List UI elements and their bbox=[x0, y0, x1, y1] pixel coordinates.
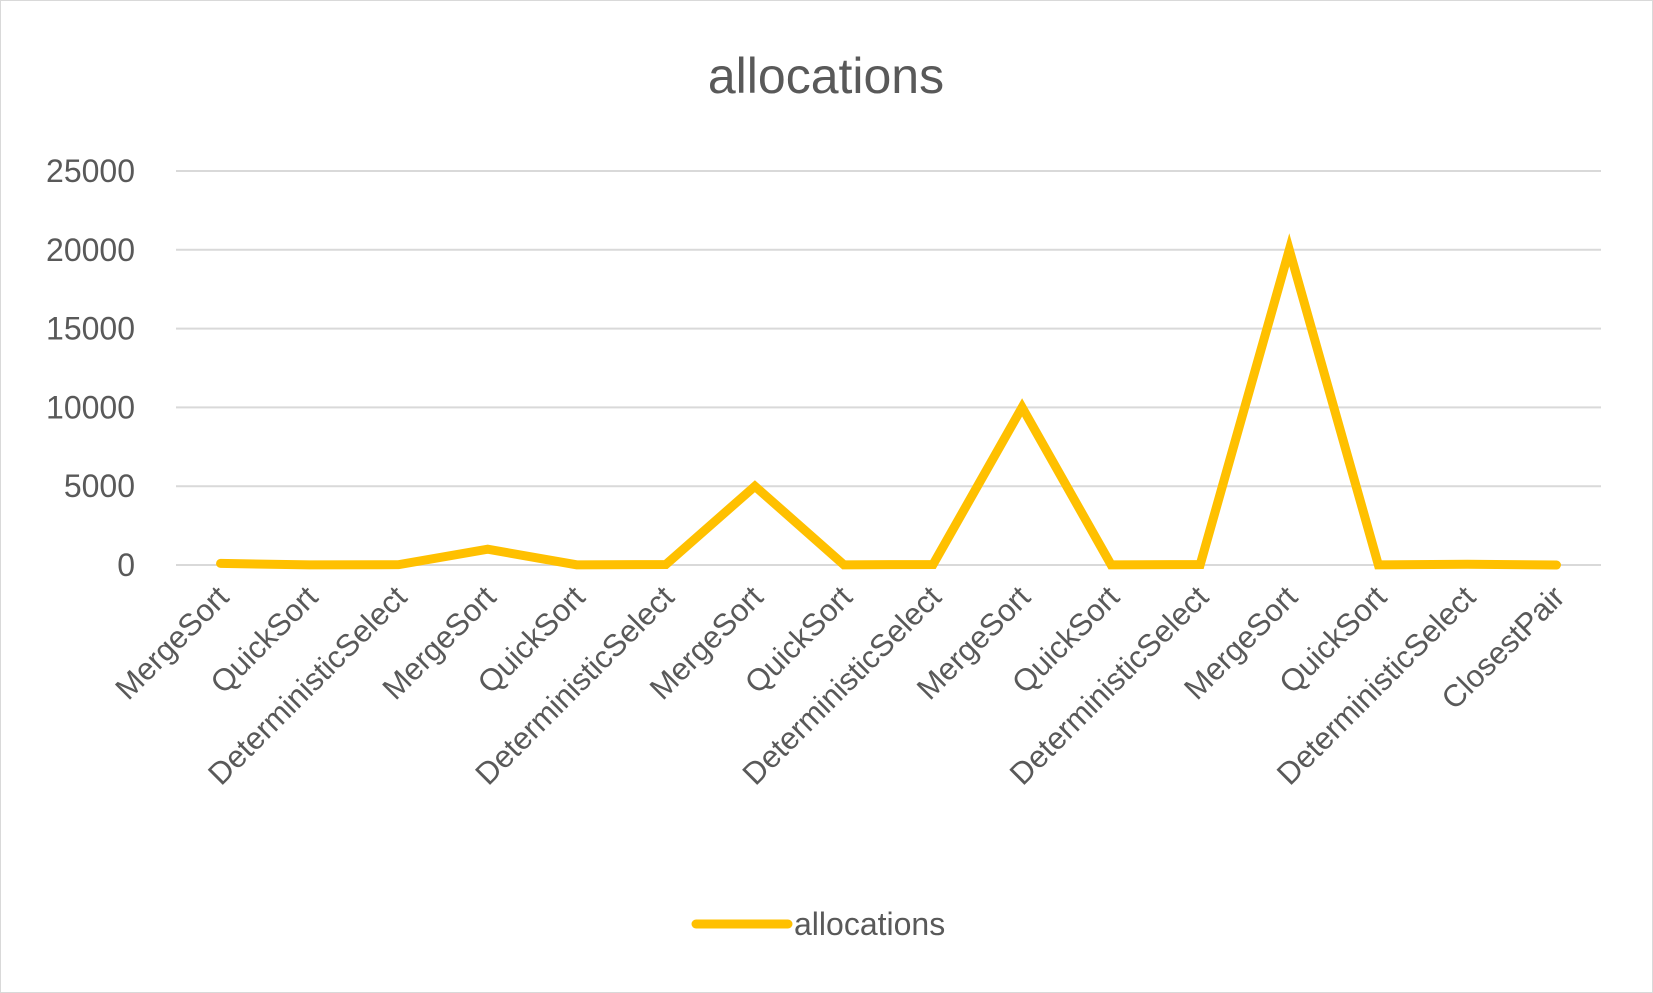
y-tick-label: 20000 bbox=[46, 232, 135, 268]
y-tick-label: 10000 bbox=[46, 389, 135, 425]
series-group bbox=[216, 233, 1561, 570]
gridlines bbox=[176, 170, 1601, 566]
legend: allocations bbox=[691, 906, 945, 942]
x-axis-ticks: MergeSortQuickSortDeterministicSelectMer… bbox=[108, 579, 1571, 792]
y-tick-label: 15000 bbox=[46, 311, 135, 347]
y-tick-label: 0 bbox=[117, 547, 135, 583]
y-axis-ticks: 0 5000 10000 15000 20000 25000 bbox=[46, 153, 135, 583]
y-tick-label: 25000 bbox=[46, 153, 135, 189]
chart-title: allocations bbox=[708, 48, 944, 104]
legend-label: allocations bbox=[794, 906, 945, 942]
series-line-1 bbox=[216, 233, 1561, 570]
y-tick-label: 5000 bbox=[64, 468, 135, 504]
